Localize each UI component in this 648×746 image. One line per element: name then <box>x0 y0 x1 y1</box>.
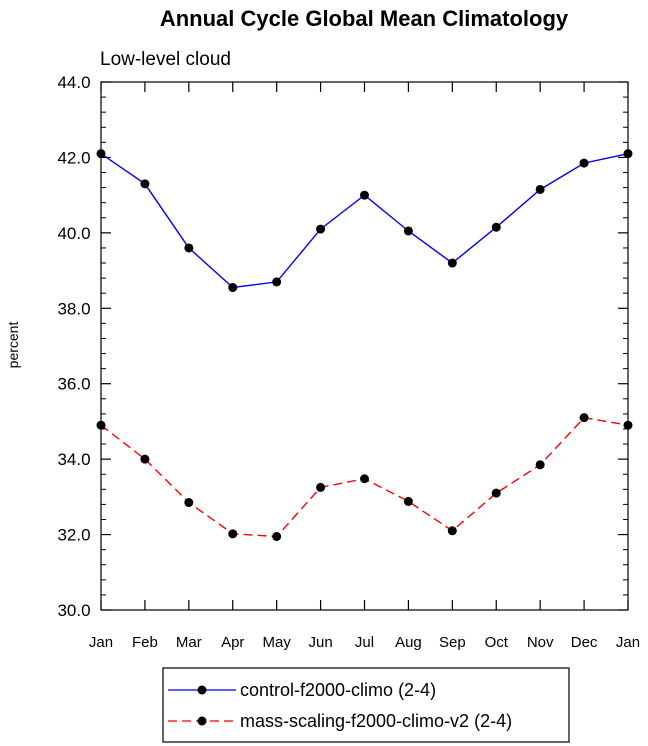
legend-marker-mass-scaling <box>197 716 207 726</box>
data-point <box>535 460 545 470</box>
data-point <box>360 190 369 200</box>
legend-label-mass-scaling: mass-scaling-f2000-climo-v2 (2-4) <box>240 711 512 731</box>
legend-box <box>162 667 570 743</box>
data-point <box>184 498 194 508</box>
data-point <box>403 226 413 236</box>
data-point <box>360 474 369 484</box>
x-tick-label: Dec <box>571 634 598 651</box>
chart-subtitle: Low-level cloud <box>100 49 231 70</box>
x-tick-label: Mar <box>176 634 202 651</box>
data-point <box>228 529 238 539</box>
axes: 30.0 32.0 34.0 36.0 38.0 40.0 42.0 44.0 Jan Feb Ma… <box>57 73 640 651</box>
y-tick-label: 30.0 <box>57 601 90 620</box>
data-point <box>272 531 282 541</box>
x-tick-label: Jan <box>89 634 113 651</box>
series-line <box>100 153 629 289</box>
y-tick-label: 44.0 <box>57 73 90 92</box>
data-point <box>623 149 633 159</box>
y-tick-label: 32.0 <box>57 526 90 545</box>
x-tick-label: Feb <box>132 634 158 651</box>
y-axis-label: percent <box>5 322 21 369</box>
plot-frame <box>100 81 629 611</box>
data-point <box>579 413 589 423</box>
data-point <box>140 179 150 189</box>
data-point <box>447 258 457 268</box>
data-point <box>535 184 545 194</box>
data-point <box>96 420 106 430</box>
data-point <box>623 420 633 430</box>
x-tick-label: Nov <box>527 634 554 651</box>
x-tick-label: Jul <box>355 634 374 651</box>
x-tick-label: Sep <box>439 634 466 651</box>
data-point <box>579 158 589 168</box>
x-tick-label: Apr <box>221 634 244 651</box>
x-tick-label: May <box>262 634 291 651</box>
x-tick-label: Jun <box>308 634 332 651</box>
data-point <box>228 283 238 293</box>
x-tick-label: Jan <box>616 634 640 651</box>
data-point <box>184 243 194 253</box>
data-point <box>491 488 501 498</box>
data-point <box>491 222 501 232</box>
data-point <box>403 496 413 506</box>
y-tick-label: 36.0 <box>57 375 90 394</box>
data-point <box>96 149 106 159</box>
y-tick-label: 34.0 <box>57 450 90 469</box>
data-point <box>316 482 326 492</box>
data-point <box>316 224 326 234</box>
x-tick-label: Oct <box>485 634 509 651</box>
data-point <box>140 454 150 464</box>
series-layer <box>96 149 633 541</box>
data-point <box>447 526 457 536</box>
y-tick-label: 42.0 <box>57 148 90 167</box>
data-point <box>272 277 282 287</box>
chart-title: Annual Cycle Global Mean Climatology <box>160 6 569 31</box>
y-tick-label: 40.0 <box>57 224 90 243</box>
legend: control-f2000-climo (2-4) mass-scaling-f… <box>162 667 570 743</box>
legend-marker-control <box>197 685 207 695</box>
y-tick-label: 38.0 <box>57 299 90 318</box>
legend-label-control: control-f2000-climo (2-4) <box>240 680 436 700</box>
x-tick-label: Aug <box>395 634 422 651</box>
